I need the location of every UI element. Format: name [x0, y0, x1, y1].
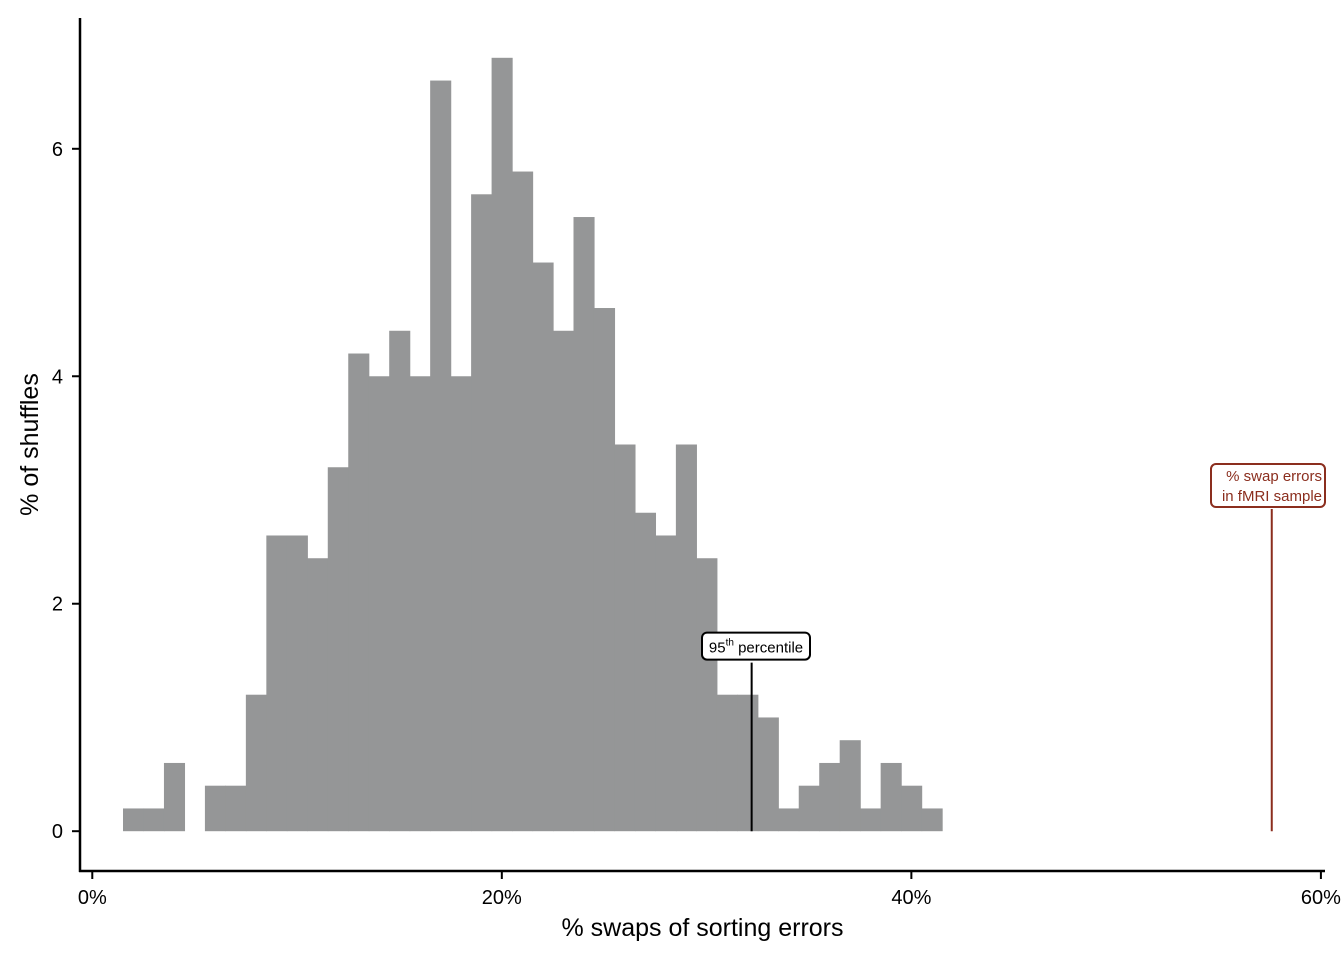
y-tick-label: 4 — [52, 366, 63, 388]
histogram-bar — [880, 762, 902, 832]
histogram-bar — [737, 694, 759, 832]
histogram-bar — [471, 194, 493, 832]
histogram-bar — [266, 535, 288, 832]
x-tick-label: 20% — [482, 887, 522, 909]
histogram-bars — [123, 57, 943, 832]
histogram-bar — [163, 762, 186, 832]
histogram-bar — [348, 353, 370, 832]
histogram-bar — [860, 808, 882, 832]
histogram-bar — [778, 808, 800, 832]
histogram-bar — [655, 535, 677, 832]
percentile-95-number: 95 — [709, 640, 726, 657]
histogram-bar — [614, 444, 636, 832]
histogram-bar — [798, 785, 820, 832]
observed-swap-errors-label-line-2: in fMRI sample — [1222, 488, 1322, 505]
histogram-bar — [532, 262, 554, 832]
histogram-bar — [716, 694, 738, 832]
histogram-bar — [245, 694, 267, 832]
histogram-bar — [839, 740, 861, 832]
histogram-bar — [491, 57, 513, 832]
x-axis-title: % swaps of sorting errors — [561, 914, 843, 942]
y-tick-label: 2 — [52, 594, 63, 616]
histogram-bar — [512, 171, 534, 832]
annotations: 95th percentile % swap errors in fMRI sa… — [701, 463, 1326, 832]
histogram-bar — [450, 376, 472, 832]
histogram-bar — [901, 785, 923, 832]
y-tick-label: 6 — [52, 139, 63, 161]
histogram-bar — [430, 80, 452, 832]
histogram-bar — [553, 330, 575, 832]
percentile-95-suffix: percentile — [734, 640, 803, 657]
histogram-bar — [143, 808, 165, 832]
observed-swap-errors-label-line-1: % swap errors — [1226, 468, 1322, 485]
histogram-bar — [389, 330, 411, 832]
histogram-bar — [204, 785, 226, 832]
histogram-bar — [123, 808, 145, 832]
x-axis-ticks: 0% 20% 40% 60% — [78, 871, 1341, 909]
y-axis-ticks: 0 2 4 6 — [52, 139, 80, 843]
histogram-bar — [634, 512, 657, 832]
axes: 0% 20% 40% 60% 0 2 4 6 — [52, 18, 1341, 909]
histogram-bar — [757, 717, 779, 832]
y-axis-title: % of shuffles — [16, 373, 44, 516]
percentile-95-label: 95th percentile — [709, 638, 803, 657]
histogram-bar — [368, 376, 390, 832]
histogram-bar — [593, 308, 616, 832]
histogram-bar — [696, 558, 718, 832]
y-tick-label: 0 — [52, 821, 63, 843]
percentile-95-superscript: th — [726, 638, 734, 649]
histogram-bar — [921, 808, 943, 832]
histogram-bar — [286, 535, 308, 832]
observed-swap-errors-label-box — [1210, 463, 1326, 509]
histogram-bar — [819, 762, 841, 832]
x-tick-label: 0% — [78, 887, 107, 909]
percentile-95-label-box — [701, 631, 811, 661]
histogram-bar — [573, 217, 595, 832]
histogram-bar — [675, 444, 697, 832]
x-tick-label: 60% — [1301, 887, 1341, 909]
histogram-bar — [409, 376, 431, 832]
histogram-bar — [327, 467, 349, 832]
histogram-bar — [225, 785, 247, 832]
x-tick-label: 40% — [891, 887, 931, 909]
histogram-bar — [307, 558, 329, 832]
